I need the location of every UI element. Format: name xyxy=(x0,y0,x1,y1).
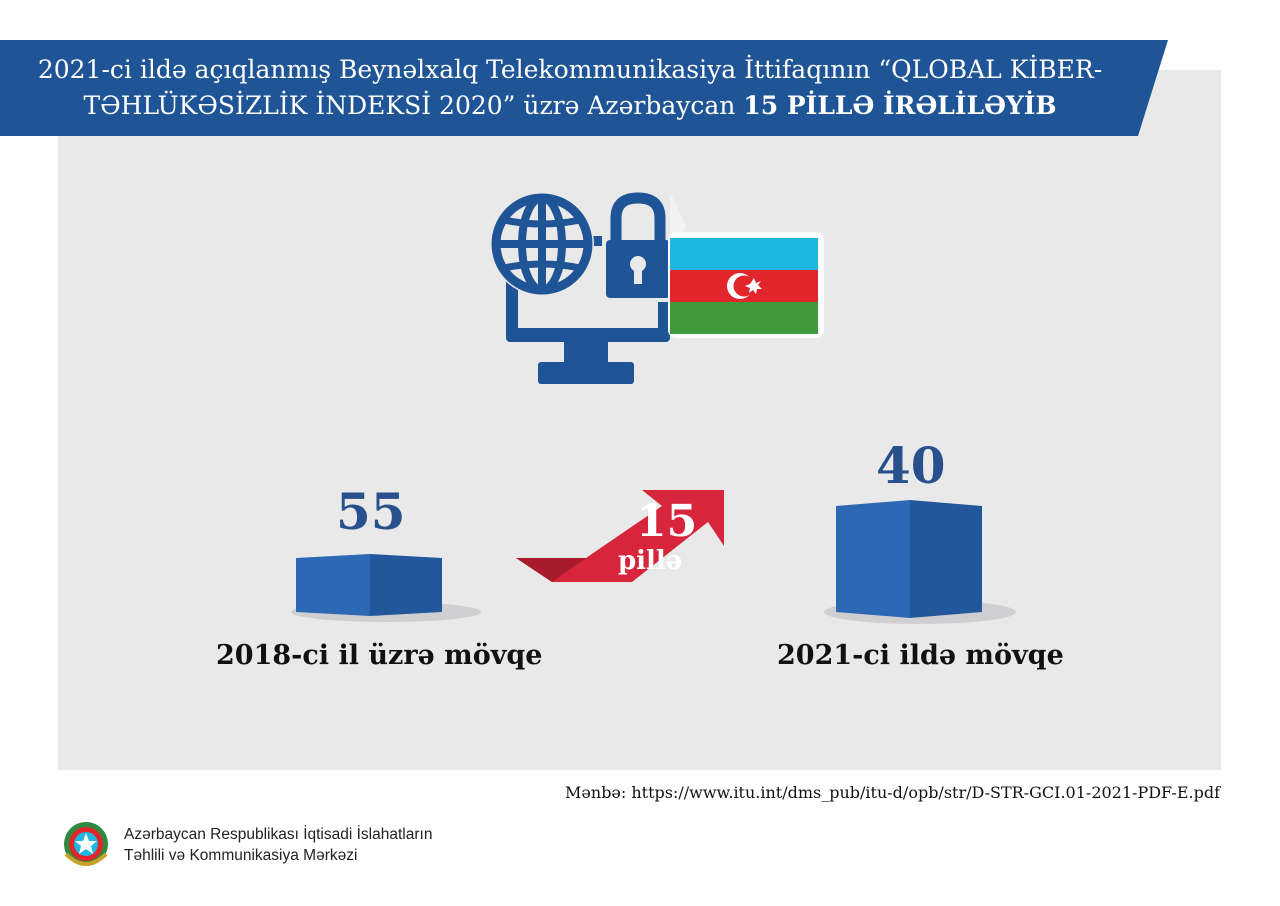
header-line-2-text: TƏHLÜKƏSİZLİK İNDEKSİ 2020” üzrə Azərbay… xyxy=(83,91,744,120)
rank-2018-value: 55 xyxy=(336,482,406,541)
padlock-icon xyxy=(602,190,674,302)
improvement-arrow xyxy=(516,490,724,582)
rank-2021-label: 2021-ci ildə mövqe xyxy=(777,640,1064,671)
organization-name: Azərbaycan Respublikası İqtisadi İslahat… xyxy=(124,824,432,866)
org-line-1: Azərbaycan Respublikası İqtisadi İslahat… xyxy=(124,826,433,843)
background-panel xyxy=(58,70,1221,770)
rank-2018-label: 2018-ci il üzrə mövqe xyxy=(216,640,543,671)
improvement-unit: pillə xyxy=(618,546,683,576)
header-highlight: 15 PİLLƏ İRƏLİLƏYİB xyxy=(743,91,1057,120)
header-banner: 2021-ci ildə açıqlanmış Beynəlxalq Telek… xyxy=(0,40,1170,138)
state-emblem-icon xyxy=(64,822,108,866)
source-link[interactable]: Mənbə: https://www.itu.int/dms_pub/itu-d… xyxy=(565,783,1220,802)
rank-2018-box xyxy=(291,554,481,622)
rank-2021-box xyxy=(824,500,1016,624)
improvement-value: 15 xyxy=(636,496,698,547)
header-title: 2021-ci ildə açıqlanmış Beynəlxalq Telek… xyxy=(30,52,1110,124)
cybersecurity-illustration xyxy=(488,188,828,392)
header-line-1: 2021-ci ildə açıqlanmış Beynəlxalq Telek… xyxy=(37,55,1103,84)
azerbaijan-flag xyxy=(668,192,824,338)
org-line-2: Təhlili və Kommunikasiya Mərkəzi xyxy=(124,847,358,864)
header-line-2: TƏHLÜKƏSİZLİK İNDEKSİ 2020” üzrə Azərbay… xyxy=(30,88,1110,124)
rank-2021-value: 40 xyxy=(876,436,946,495)
